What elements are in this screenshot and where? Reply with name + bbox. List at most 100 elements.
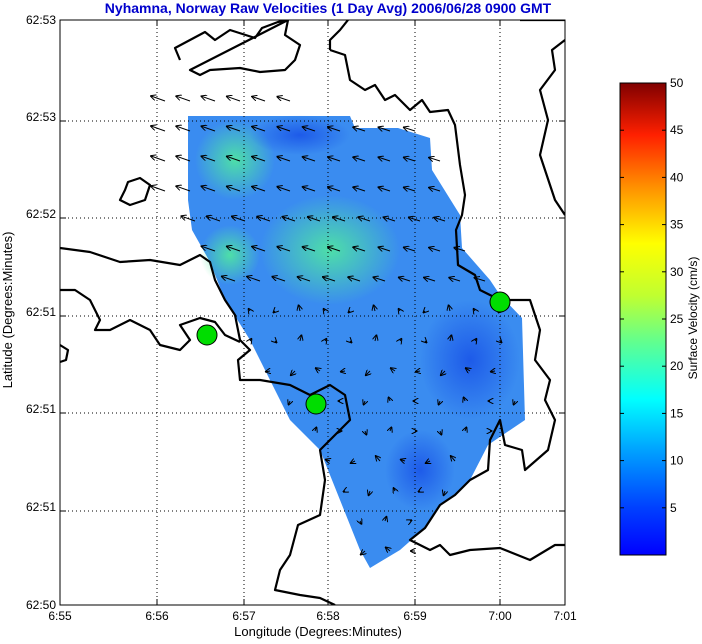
colorbar-tick-label: 10 [670, 454, 684, 468]
velocity-vector [389, 398, 390, 402]
velocity-vector [277, 127, 291, 132]
x-tick-label: 7:01 [553, 609, 577, 623]
velocity-vector [400, 339, 401, 341]
velocity-vector [315, 428, 316, 432]
velocity-vector [425, 341, 426, 342]
radar-site-marker [305, 393, 327, 415]
velocity-vector [151, 126, 166, 132]
velocity-vector [451, 456, 455, 461]
velocity-vector [454, 248, 466, 251]
velocity-vector [341, 371, 345, 372]
low-velocity-patch [385, 430, 455, 510]
velocity-vector [464, 398, 465, 402]
colorbar-tick-label: 5 [670, 501, 677, 515]
velocity-vector [328, 247, 341, 252]
colorbar-tick-label: 20 [670, 359, 684, 373]
low-velocity-patch [250, 115, 350, 155]
y-tick-label: 62:53 [26, 13, 56, 27]
velocity-vector [252, 127, 266, 132]
velocity-vector [353, 157, 366, 161]
velocity-vector [333, 217, 346, 222]
velocity-vector [439, 401, 440, 405]
velocity-vector [399, 309, 400, 311]
velocity-vector [202, 156, 216, 162]
velocity-vector [434, 218, 446, 221]
colorbar-tick-label: 50 [670, 76, 684, 90]
colorbar-tick-label: 35 [670, 218, 684, 232]
velocity-vector [247, 277, 261, 282]
velocity-vector [379, 127, 391, 131]
velocity-vector [277, 247, 291, 252]
velocity-vector [227, 186, 241, 192]
velocity-vector [444, 491, 445, 495]
velocity-vector [283, 217, 296, 222]
velocity-vector [379, 187, 391, 191]
velocity-vector [303, 187, 316, 192]
velocity-vector [316, 368, 320, 371]
velocity-vector [466, 368, 470, 371]
velocity-vector [404, 157, 416, 161]
y-tick-label: 62:52 [26, 207, 56, 221]
velocity-vector [344, 491, 345, 492]
velocity-vector [385, 517, 386, 521]
velocity-vector [491, 371, 495, 372]
velocity-vector [176, 96, 191, 102]
velocity-vector [227, 96, 241, 102]
velocity-vector [351, 461, 355, 463]
velocity-vector [298, 277, 311, 282]
colorbar-scale [619, 82, 667, 556]
x-axis-label: Longitude (Degrees:Minutes) [234, 624, 402, 639]
velocity-vector [365, 431, 366, 435]
velocity-vector [386, 548, 390, 552]
velocity-vector [350, 341, 351, 342]
velocity-vector [151, 96, 166, 102]
y-tick-label: 62:51 [26, 402, 56, 416]
velocity-vector [416, 371, 420, 372]
velocity-vector [366, 371, 370, 375]
radar-site-marker [489, 291, 511, 313]
high-velocity-patch [200, 225, 260, 285]
velocity-vector [394, 488, 395, 491]
axis-ticks [59, 19, 566, 606]
velocity-vector [353, 247, 366, 251]
velocity-vector [308, 217, 321, 222]
velocity-vector [500, 341, 501, 342]
velocity-vector [404, 127, 416, 131]
velocity-vector [303, 127, 316, 132]
radar-site-marker [196, 324, 218, 346]
velocity-vector [349, 311, 350, 312]
velocity-vector [257, 217, 271, 222]
velocity-vector [326, 460, 330, 461]
velocity-vector [252, 97, 266, 102]
velocity-vector [429, 248, 441, 251]
velocity-vector [250, 339, 251, 341]
velocity-vector [291, 371, 295, 375]
velocity-vector [299, 305, 300, 312]
velocity-vector [390, 428, 391, 432]
velocity-vector [176, 186, 191, 192]
velocity-vector [232, 216, 246, 222]
y-tick-label: 62:51 [26, 500, 56, 514]
velocity-vector [328, 127, 341, 132]
x-tick-label: 6:59 [403, 609, 427, 623]
velocity-vector [409, 217, 421, 221]
colorbar-tick-label: 30 [670, 265, 684, 279]
velocity-vector [429, 158, 441, 161]
velocity-vector [202, 246, 216, 252]
velocity-vector [369, 491, 370, 495]
velocity-vector [379, 157, 391, 161]
velocity-vector [391, 368, 395, 371]
colorbar-tick-label: 25 [670, 312, 684, 326]
velocity-vector [424, 278, 436, 281]
velocity-vector [227, 126, 241, 132]
radar-sites [196, 291, 511, 415]
velocity-vector [222, 276, 236, 282]
x-tick-label: 6:56 [145, 609, 169, 623]
velocity-vector [325, 339, 326, 341]
velocity-vector [475, 339, 476, 341]
velocity-vectors [151, 96, 515, 554]
velocity-vector [475, 278, 486, 281]
y-tick-label: 62:50 [26, 598, 56, 612]
y-axis: 62:53 62:53 62:52 62:51 62:51 62:51 62:5… [0, 13, 56, 612]
